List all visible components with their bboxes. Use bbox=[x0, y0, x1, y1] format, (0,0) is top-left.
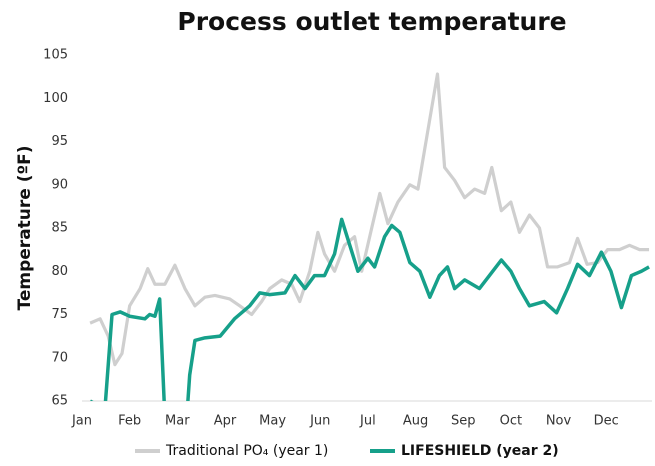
y-tick-label: 65 bbox=[51, 394, 68, 409]
x-tick-label: Feb bbox=[118, 414, 141, 429]
x-tick-label: Apr bbox=[214, 414, 237, 429]
y-axis-label: Temperature (ºF) bbox=[15, 146, 35, 311]
series-line bbox=[89, 72, 650, 367]
y-tick-label: 85 bbox=[51, 221, 68, 236]
x-tick-label: Sep bbox=[451, 414, 476, 429]
x-tick-label: Jun bbox=[309, 414, 330, 429]
x-tick-label: Dec bbox=[594, 414, 619, 429]
y-tick-label: 70 bbox=[51, 350, 68, 365]
x-tick-label: Mar bbox=[165, 414, 190, 429]
y-tick-label: 105 bbox=[43, 48, 68, 63]
chart-title: Process outlet temperature bbox=[177, 7, 566, 36]
x-tick-label: Aug bbox=[403, 414, 428, 429]
x-tick-label: Oct bbox=[500, 414, 522, 429]
x-tick-label: Nov bbox=[546, 414, 572, 429]
legend-label: Traditional PO₄ (year 1) bbox=[165, 443, 328, 459]
legend-label: LIFESHIELD (year 2) bbox=[401, 443, 559, 459]
y-tick-label: 100 bbox=[43, 91, 68, 106]
series-line bbox=[90, 217, 650, 401]
y-tick-label: 75 bbox=[51, 307, 68, 322]
y-tick-label: 90 bbox=[51, 177, 68, 192]
y-tick-label: 95 bbox=[51, 134, 68, 149]
x-tick-label: May bbox=[259, 414, 286, 429]
plot-area bbox=[89, 72, 650, 401]
x-tick-label: Jul bbox=[359, 414, 376, 429]
x-tick-label: Jan bbox=[71, 414, 92, 429]
y-tick-label: 80 bbox=[51, 264, 68, 279]
